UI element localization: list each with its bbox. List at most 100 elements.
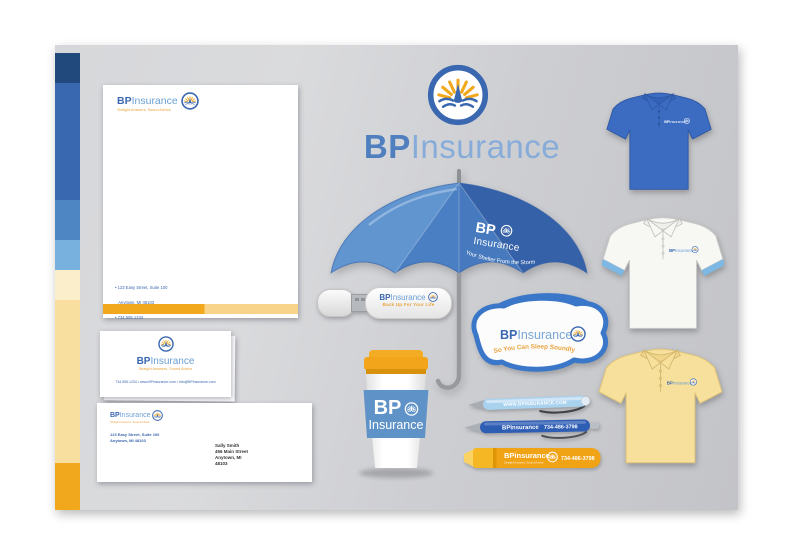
polo-button xyxy=(659,384,662,388)
card-contact-line: 734.555.1234 • www.BPinsurance.com • inf… xyxy=(115,380,216,384)
polo-shirt-white: BPInsurance xyxy=(602,217,724,329)
bp-logo-icon xyxy=(404,402,418,416)
color-swatch-medium-blue xyxy=(55,200,80,240)
bp-logo-icon xyxy=(689,378,697,386)
polo-collar-flap xyxy=(645,217,664,238)
polo-chest-logo: BPInsurance xyxy=(667,378,697,386)
bp-logo-icon xyxy=(570,326,586,342)
polo-collar-flap xyxy=(658,92,675,111)
highlighter-brand: BPinsurance xyxy=(504,451,550,460)
polo-collar-flap xyxy=(662,217,681,238)
usb-wordmark: BPInsurance xyxy=(379,292,426,302)
highlighter-body xyxy=(496,448,601,468)
polo-body xyxy=(606,92,712,190)
chest-wordmark: BPInsurance xyxy=(667,381,693,386)
cup-lid-top xyxy=(369,350,423,358)
pen-barrel xyxy=(480,419,591,434)
card-tagline: Straight Answers, Sound Advice xyxy=(138,367,193,371)
business-card: BPInsurance Straight Answers, Sound Advi… xyxy=(100,331,231,397)
umbrella-tip xyxy=(457,169,461,185)
recipient-line: Sally Smith xyxy=(215,443,240,448)
polo-shirt-yellow: BPInsurance xyxy=(598,348,723,464)
polo-body xyxy=(602,217,724,329)
cup-wordmark-insurance: Insurance xyxy=(368,418,424,432)
pen-light-blue: WWW.BPINSURANCE.COM xyxy=(468,395,591,414)
letterhead-logo-lockup: BPInsurance Straight Answers, Sound Advi… xyxy=(117,92,199,112)
umbrella-panel xyxy=(331,183,459,273)
contact-line: • 734.555.1234 xyxy=(115,315,144,321)
usb-cap xyxy=(317,289,355,317)
umbrella-pole xyxy=(456,273,462,375)
polo-button xyxy=(659,376,662,380)
sleep-mask-body xyxy=(471,295,609,372)
hero-bp-logo-icon xyxy=(427,64,489,126)
cup-lid xyxy=(364,357,428,370)
color-swatch-cream xyxy=(55,270,80,300)
pen-clip xyxy=(539,404,586,414)
umbrella-handle xyxy=(435,372,462,390)
polo-sleeve-cuff xyxy=(602,259,625,276)
umbrella-panel xyxy=(459,183,587,273)
pen-plunger xyxy=(589,421,600,429)
cup-lid-rim xyxy=(366,369,426,374)
recipient-line: 456 Main Street xyxy=(215,448,249,454)
bp-logo-icon xyxy=(152,410,163,421)
umbrella: BP Insurance Your Shelter From the Storm xyxy=(330,169,588,390)
polo-shirt-blue: BPInsurance xyxy=(606,92,712,190)
card-wordmark: BPInsurance xyxy=(136,356,195,367)
color-swatch-orange xyxy=(55,463,80,510)
highlighter-cap xyxy=(473,448,495,468)
usb-connector-notch xyxy=(361,298,365,301)
highlighter-chisel-tip xyxy=(464,449,474,467)
highlighter-tagline: Straight Answers, Sound Advice xyxy=(504,461,544,465)
envelope: BPInsurance Straight Answers, Sound Advi… xyxy=(97,403,312,482)
pen-imprint-phone: 734-486-3798 xyxy=(544,424,578,431)
hero-wordmark: BPInsurance xyxy=(363,128,561,165)
usb-connector-notch xyxy=(355,298,359,301)
polo-button xyxy=(661,237,665,241)
mask-wordmark: BPInsurance xyxy=(500,328,572,342)
color-swatch-royal-blue xyxy=(55,83,80,200)
umbrella-sheen xyxy=(368,187,458,226)
polo-button xyxy=(661,251,665,255)
envelope-logo-lockup: BPInsurance Straight Answers, Sound Advi… xyxy=(110,410,163,424)
polo-collar-flap xyxy=(659,348,679,370)
polo-button xyxy=(657,116,661,119)
umbrella-panel xyxy=(395,183,459,273)
bp-logo-icon xyxy=(181,92,199,110)
coffee-cup: BP Insurance xyxy=(356,350,436,478)
pens-group: WWW.BPINSURANCE.COM BPInsurance 734-486-… xyxy=(464,395,601,468)
color-swatch-pale-yellow xyxy=(55,300,80,463)
mask-tagline: So You Can Sleep Soundly xyxy=(493,343,576,355)
usb-body: BPInsurance Back Up For Your Life xyxy=(365,287,452,319)
pen-imprint: WWW.BPINSURANCE.COM xyxy=(503,400,567,407)
polo-button xyxy=(659,369,662,373)
envelope-wordmark: BPInsurance xyxy=(110,412,151,419)
polo-button xyxy=(657,122,661,126)
pen-blue: BPInsurance 734-486-3798 xyxy=(464,419,600,439)
letterhead: BPInsurance Straight Answers, Sound Advi… xyxy=(103,85,298,350)
letterhead-wordmark: BPInsurance xyxy=(117,95,178,107)
bp-logo-icon xyxy=(428,292,438,302)
cup-print: BP xyxy=(364,397,431,420)
highlighter-orange: BPinsurance Straight Answers, Sound Advi… xyxy=(464,448,601,468)
cup-wordmark-bp: BP xyxy=(373,397,402,419)
chest-wordmark: BPInsurance xyxy=(669,248,694,253)
sleep-mask: BPInsurance So You Can Sleep Soundly xyxy=(471,293,609,372)
pen-tip xyxy=(468,400,485,410)
umbrella-seams xyxy=(394,182,524,274)
letterhead-tagline: Straight Answers, Sound Advice xyxy=(117,108,171,112)
pen-highlight xyxy=(483,420,586,426)
envelope-return-address: 123 Easy Street, Suite 100 Anytown, MI 4… xyxy=(110,432,159,443)
return-line: 123 Easy Street, Suite 100 xyxy=(110,432,160,437)
usb-label: BPInsurance xyxy=(366,292,451,302)
envelope-recipient-address: Sally Smith 456 Main Street Anytown, MI … xyxy=(215,443,248,466)
highlighter-cap-band xyxy=(493,448,497,468)
usb-connector xyxy=(351,294,369,312)
recipient-line: Anytown, MI xyxy=(215,454,242,460)
usb-tagline: Back Up For Your Life xyxy=(382,302,435,307)
chest-wordmark: BPInsurance xyxy=(664,120,685,124)
polo-chest-logo: BPInsurance xyxy=(664,117,690,124)
pen-tip xyxy=(464,422,482,432)
